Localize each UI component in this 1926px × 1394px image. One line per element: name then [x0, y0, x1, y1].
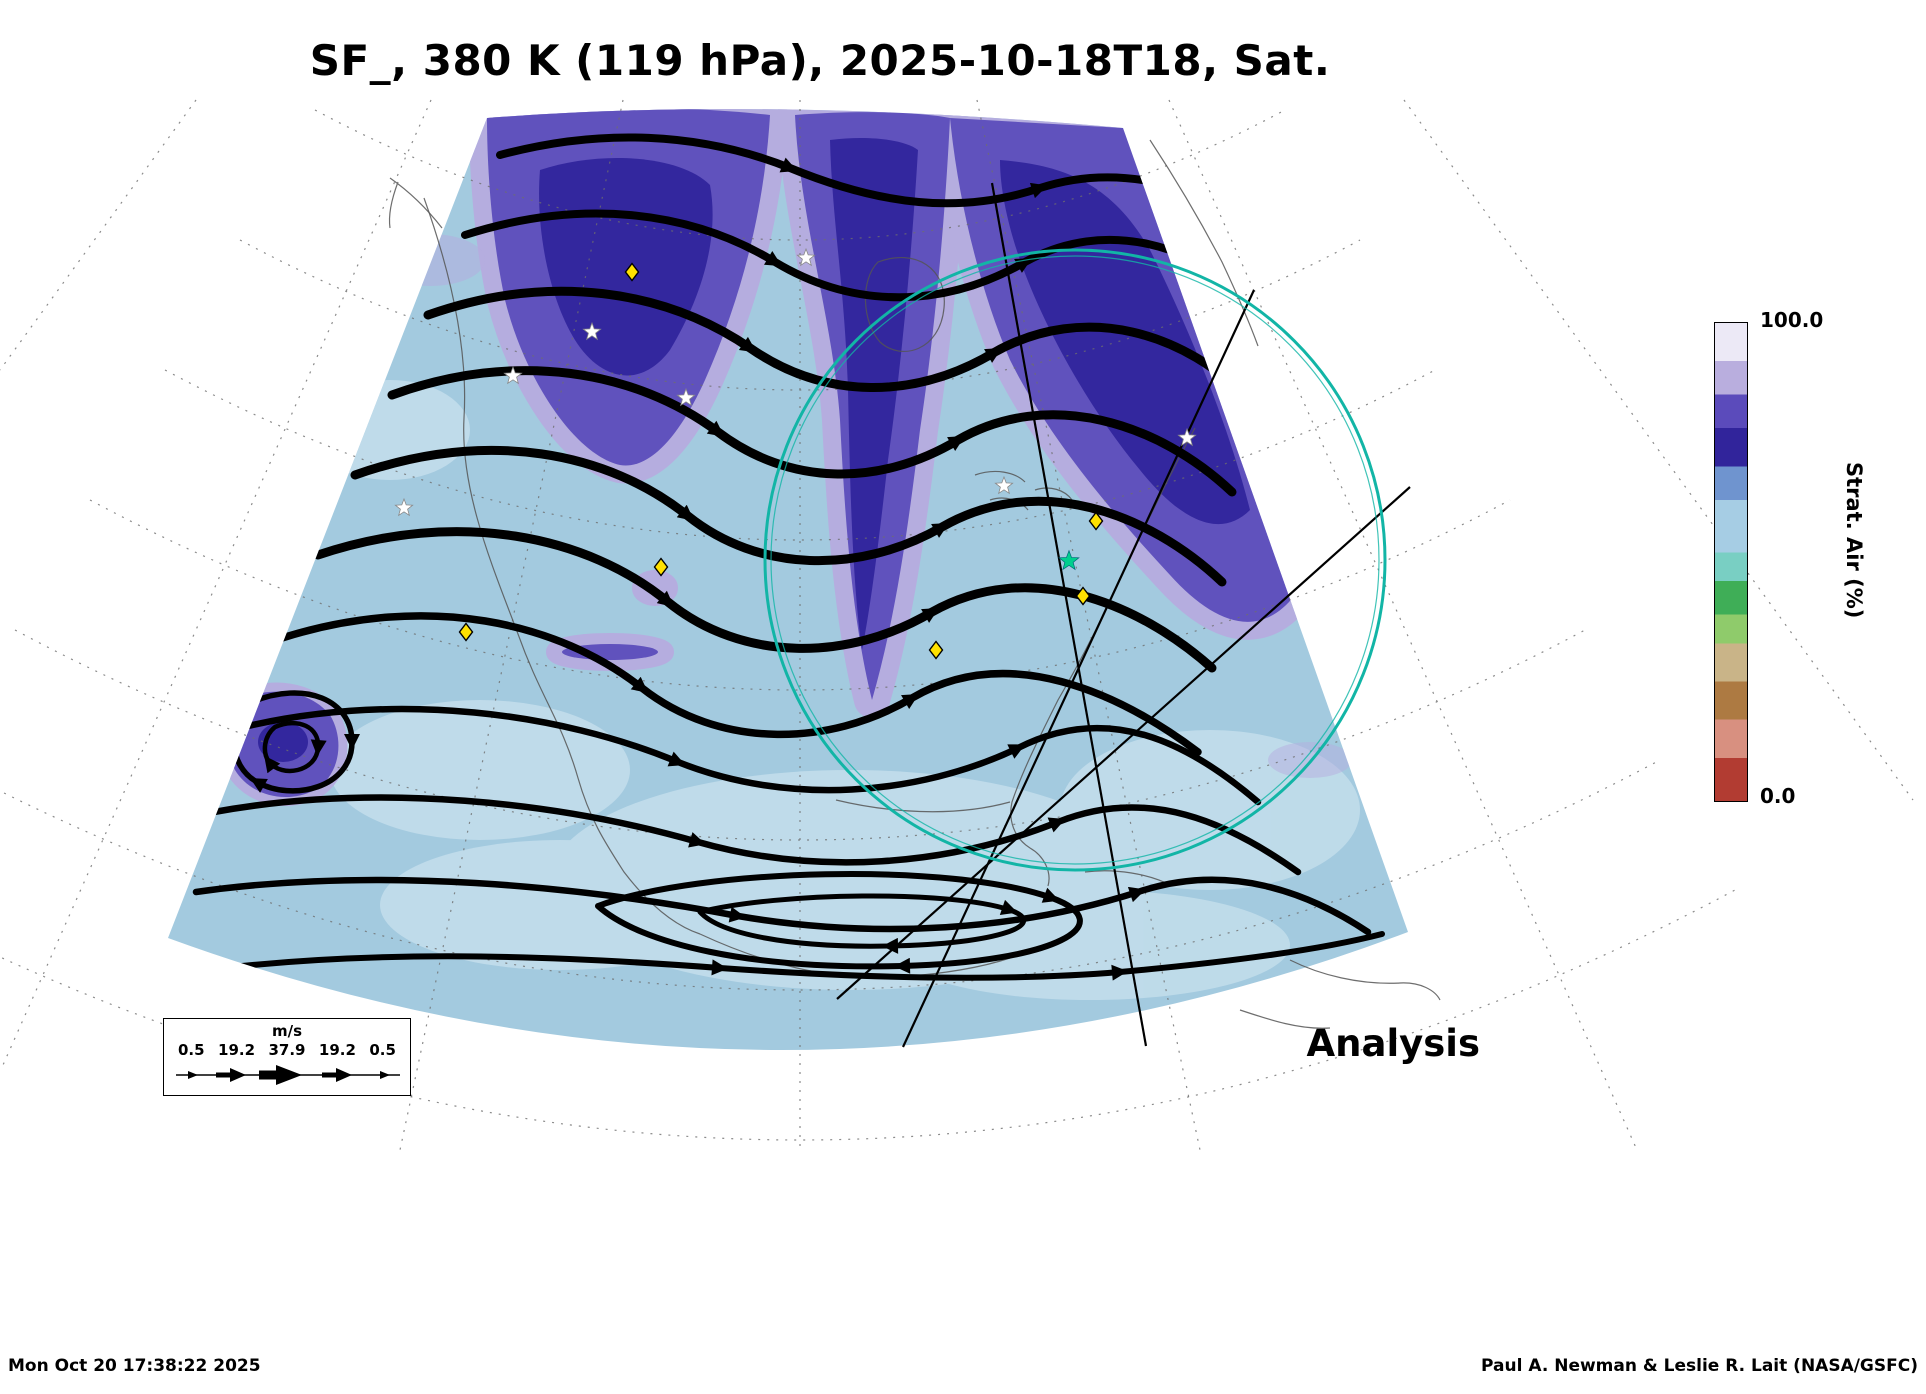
colorbar-min-label: 0.0 [1760, 784, 1796, 808]
colorbar-axis-label: Strat. Air (%) [1842, 462, 1866, 619]
wind-legend-value: 37.9 [268, 1041, 306, 1059]
range-circle [763, 248, 1387, 872]
credit: Paul A. Newman & Leslie R. Lait (NASA/GS… [1481, 1356, 1918, 1376]
wind-speed-legend: m/s 0.5 19.2 37.9 19.2 0.5 [163, 1018, 411, 1096]
timestamp: Mon Oct 20 17:38:22 2025 [8, 1356, 261, 1376]
wind-arrow-scale-icon [176, 1065, 400, 1085]
track-line [990, 182, 1148, 1047]
track-lines [836, 182, 1411, 1048]
wind-legend-value: 19.2 [218, 1041, 256, 1059]
colorbar-max-label: 100.0 [1760, 308, 1824, 332]
page-title: SF_, 380 K (119 hPa), 2025-10-18T18, Sat… [309, 36, 1331, 85]
track-line [836, 486, 1411, 1000]
wind-legend-values: 0.5 19.2 37.9 19.2 0.5 [164, 1041, 410, 1059]
track-line [902, 289, 1255, 1048]
wind-legend-value: 0.5 [178, 1041, 205, 1059]
analysis-label: Analysis [1306, 1022, 1480, 1065]
wind-legend-value: 0.5 [369, 1041, 396, 1059]
wind-legend-units: m/s [271, 1022, 303, 1040]
wind-legend-value: 19.2 [318, 1041, 356, 1059]
colorbar-gradient [1714, 322, 1748, 802]
